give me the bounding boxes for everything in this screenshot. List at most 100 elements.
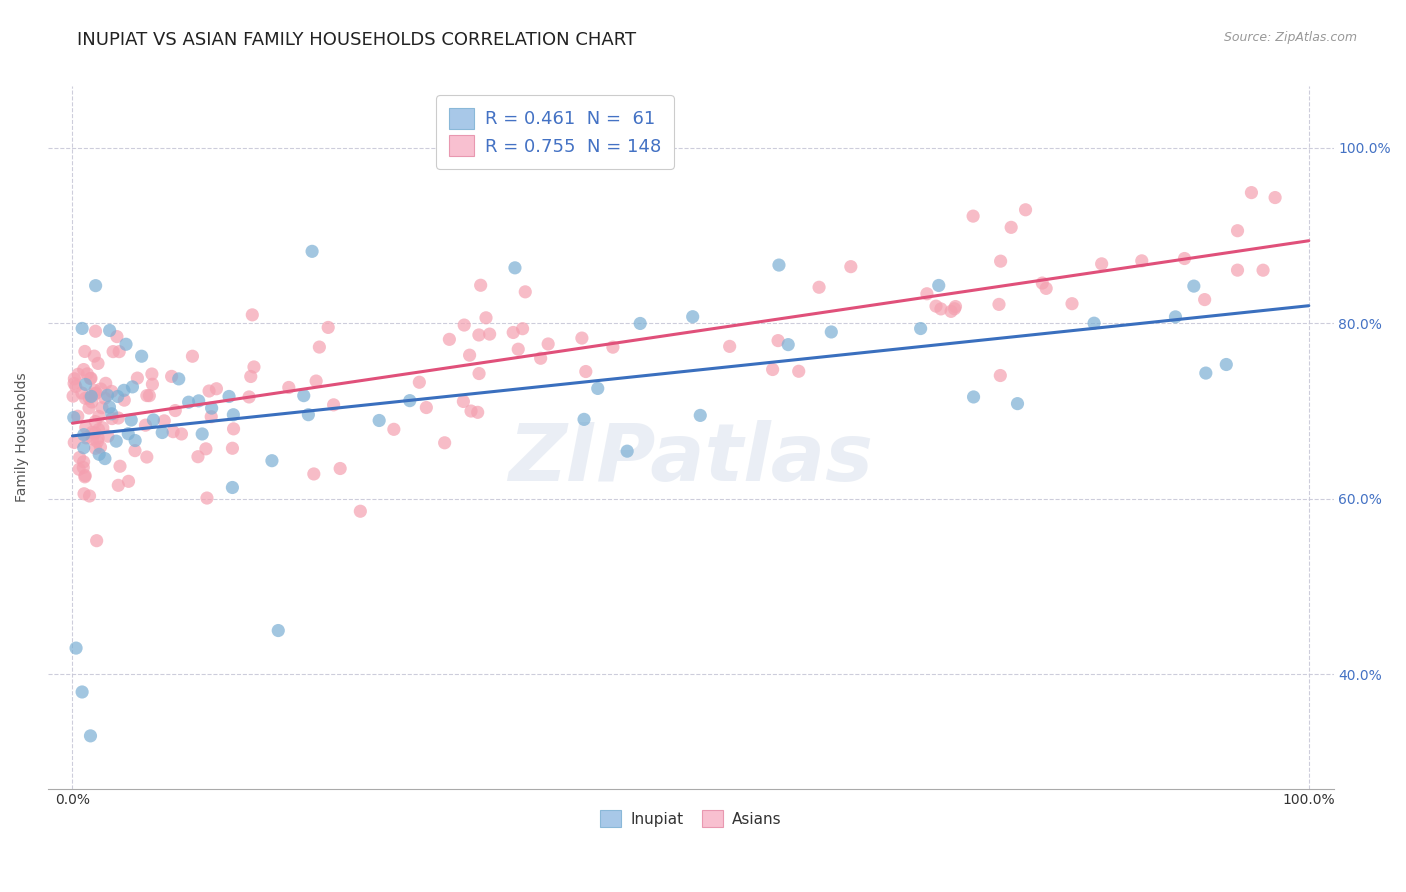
Point (808, 280, 831, 294)
Point (73, 344, 96, 359)
Point (453, 394, 475, 409)
Point (66, 409, 89, 424)
Point (187, 393, 209, 408)
Point (1130, 253, 1153, 268)
Point (191, 427, 214, 442)
Point (100, 407, 122, 421)
Point (571, 331, 593, 345)
Point (150, 425, 173, 440)
Point (221, 442, 243, 456)
Point (142, 413, 165, 427)
Text: INUPIAT VS ASIAN FAMILY HOUSEHOLDS CORRELATION CHART: INUPIAT VS ASIAN FAMILY HOUSEHOLDS CORRE… (77, 31, 637, 49)
Point (820, 325, 842, 339)
Point (105, 329, 128, 343)
Point (63, 372, 86, 386)
Point (762, 362, 785, 376)
Point (84, 386, 107, 401)
Point (170, 427, 193, 442)
Point (70, 685, 93, 699)
Point (1264, 190, 1286, 204)
Point (115, 337, 138, 351)
Point (72, 362, 94, 376)
Point (602, 340, 624, 354)
Point (301, 244, 323, 259)
Point (205, 382, 228, 396)
Point (277, 380, 299, 394)
Point (94, 376, 117, 391)
Point (67, 462, 90, 476)
Point (124, 434, 146, 448)
Point (1083, 316, 1105, 330)
Point (297, 408, 319, 422)
Point (537, 337, 560, 351)
Point (70, 321, 93, 335)
Point (101, 344, 124, 359)
Point (73, 441, 96, 455)
Point (460, 404, 482, 418)
Point (160, 369, 183, 384)
Point (121, 380, 143, 394)
Point (1173, 252, 1195, 266)
Point (439, 332, 461, 346)
Point (194, 442, 217, 456)
Point (575, 365, 598, 379)
Point (87, 423, 110, 437)
Point (84, 324, 107, 338)
Point (1060, 296, 1083, 310)
Point (221, 481, 243, 495)
Point (77, 391, 100, 405)
Point (101, 411, 124, 425)
Point (787, 364, 810, 378)
Point (682, 310, 704, 324)
Point (135, 388, 157, 402)
Point (153, 414, 176, 428)
Point (187, 450, 209, 464)
Point (239, 369, 262, 384)
Point (368, 413, 391, 427)
Point (195, 491, 218, 505)
Point (308, 340, 330, 354)
Point (117, 475, 139, 489)
Point (1164, 310, 1187, 324)
Point (105, 434, 128, 449)
Point (131, 349, 153, 363)
Point (468, 367, 491, 381)
Point (112, 384, 135, 398)
Point (962, 390, 984, 404)
Point (108, 344, 131, 359)
Point (222, 422, 245, 436)
Point (910, 321, 932, 335)
Point (939, 304, 962, 318)
Point (80, 395, 103, 409)
Point (1215, 358, 1237, 372)
Point (586, 381, 609, 395)
Point (75, 431, 97, 445)
Point (77, 401, 100, 415)
Legend: Inupiat, Asians: Inupiat, Asians (593, 804, 787, 833)
Point (267, 624, 290, 638)
Point (62, 389, 84, 403)
Point (329, 461, 352, 475)
Point (475, 310, 498, 325)
Point (165, 403, 187, 417)
Point (222, 408, 245, 422)
Point (72, 460, 94, 475)
Point (458, 348, 481, 362)
Point (141, 377, 163, 392)
Point (1182, 279, 1205, 293)
Point (80, 371, 103, 385)
Point (91, 401, 114, 415)
Point (120, 413, 142, 427)
Point (134, 418, 156, 433)
Point (915, 286, 938, 301)
Point (349, 504, 371, 518)
Point (67, 368, 90, 382)
Point (135, 450, 157, 464)
Point (83, 349, 105, 363)
Point (616, 444, 638, 458)
Point (243, 359, 266, 374)
Point (1251, 263, 1274, 277)
Point (962, 209, 984, 223)
Point (260, 453, 283, 467)
Point (84, 425, 107, 440)
